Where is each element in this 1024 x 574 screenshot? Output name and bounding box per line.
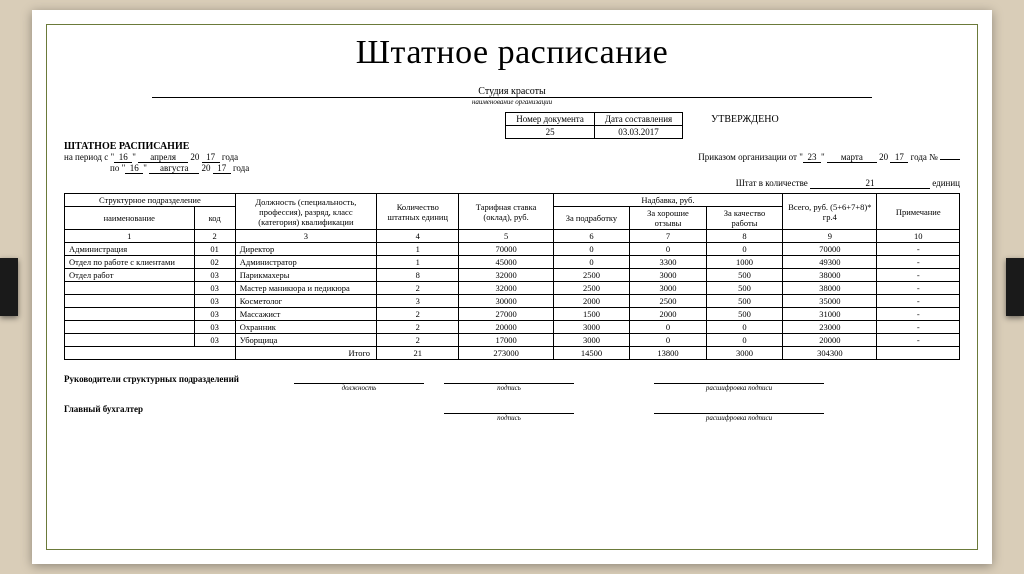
table-row: 03Массажист2270001500200050031000- (65, 308, 960, 321)
col-num: 8 (706, 230, 783, 243)
binder-clip-left (0, 258, 18, 316)
slide-title: Штатное расписание (64, 34, 960, 72)
document-sheet: Штатное расписание Студия красоты наимен… (32, 10, 992, 564)
docbox-date: 03.03.2017 (594, 126, 682, 139)
col-num: 3 (235, 230, 376, 243)
staffing-table: Структурное подразделение Должность (спе… (64, 193, 960, 360)
table-row: 03Уборщица21700030000020000- (65, 334, 960, 347)
col-num: 1 (65, 230, 195, 243)
signature-heads-row: Руководители структурных подразделений д… (64, 374, 960, 384)
table-row: 03Охранник22000030000023000- (65, 321, 960, 334)
organization-name: Студия красоты (152, 86, 872, 98)
col-num: 5 (459, 230, 553, 243)
signature-chief-row: Главный бухгалтер подпись расшифровка по… (64, 404, 960, 414)
col-num: 6 (553, 230, 630, 243)
col-num: 4 (377, 230, 459, 243)
table-row: 03Косметолог3300002000250050035000- (65, 295, 960, 308)
totals-row: Итого2127300014500138003000304300 (65, 347, 960, 360)
staff-count-line: Штат в количестве 21 единиц (64, 178, 960, 189)
docbox-h2: Дата составления (594, 113, 682, 126)
order-block: Приказом организации от "23" марта 20 17… (698, 141, 960, 174)
docbox-num: 25 (506, 126, 595, 139)
approved-label: УТВЕРЖДЕНО (711, 112, 779, 125)
table-row: Отдел работ03Парикмахеры8320002500300050… (65, 269, 960, 282)
table-row: Отдел по работе с клиентами02Администрат… (65, 256, 960, 269)
form-subtitle: ШТАТНОЕ РАСПИСАНИЕ (64, 141, 249, 152)
organization-caption: наименование организации (64, 98, 960, 106)
table-row: 03Мастер маникюра и педикюра232000250030… (65, 282, 960, 295)
col-num: 9 (783, 230, 877, 243)
table-row: Администрация01Директор17000000070000- (65, 243, 960, 256)
col-num: 10 (877, 230, 960, 243)
docbox-h1: Номер документа (506, 113, 595, 126)
period-block: ШТАТНОЕ РАСПИСАНИЕ на период с "16" апре… (64, 141, 249, 174)
doc-number-box: Номер документа Дата составления 25 03.0… (505, 112, 683, 139)
binder-clip-right (1006, 258, 1024, 316)
col-num: 2 (194, 230, 235, 243)
col-num: 7 (630, 230, 707, 243)
